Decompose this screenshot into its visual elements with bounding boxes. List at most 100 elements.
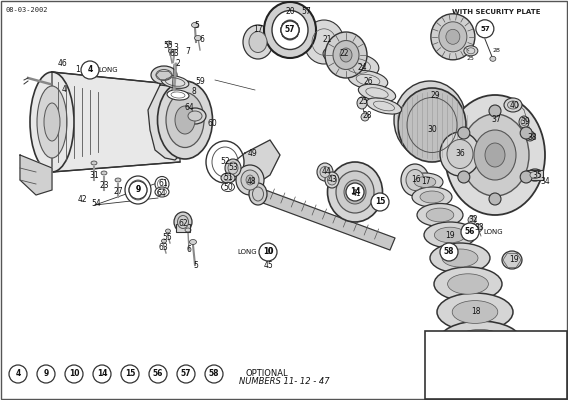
Ellipse shape: [272, 10, 308, 50]
Text: 29: 29: [430, 90, 440, 100]
Text: 27: 27: [113, 188, 123, 196]
Ellipse shape: [184, 108, 206, 124]
Bar: [425, 331, 567, 399]
Ellipse shape: [166, 41, 172, 45]
Ellipse shape: [447, 140, 473, 168]
Ellipse shape: [328, 175, 336, 185]
Circle shape: [440, 243, 458, 261]
Text: 56: 56: [465, 228, 475, 236]
Ellipse shape: [91, 161, 97, 165]
Ellipse shape: [177, 216, 189, 228]
Text: WITH SECURITY PLATE: WITH SECURITY PLATE: [452, 9, 540, 15]
Text: 57: 57: [285, 26, 295, 34]
Ellipse shape: [361, 113, 369, 121]
Ellipse shape: [448, 274, 488, 294]
Ellipse shape: [253, 187, 264, 201]
Circle shape: [489, 105, 501, 117]
Ellipse shape: [530, 172, 540, 178]
Ellipse shape: [325, 172, 339, 188]
Text: 41: 41: [351, 190, 361, 198]
Circle shape: [489, 193, 501, 205]
Ellipse shape: [430, 243, 490, 273]
Ellipse shape: [317, 163, 333, 181]
Ellipse shape: [167, 90, 189, 100]
Bar: [527, 170, 543, 180]
Ellipse shape: [241, 170, 259, 190]
Ellipse shape: [337, 54, 379, 78]
Circle shape: [520, 127, 532, 139]
Text: OPTIONAL: OPTIONAL: [246, 370, 289, 378]
Ellipse shape: [175, 106, 195, 134]
Ellipse shape: [323, 45, 361, 65]
Ellipse shape: [157, 81, 212, 159]
Text: 22: 22: [339, 48, 349, 58]
Ellipse shape: [37, 86, 67, 158]
Text: 63: 63: [158, 242, 168, 252]
Ellipse shape: [446, 29, 460, 44]
Circle shape: [474, 224, 482, 232]
Ellipse shape: [249, 183, 267, 205]
Ellipse shape: [206, 141, 244, 183]
Ellipse shape: [420, 191, 444, 203]
Circle shape: [93, 365, 111, 383]
Polygon shape: [52, 72, 180, 172]
Ellipse shape: [188, 111, 202, 121]
Text: 28: 28: [493, 48, 501, 53]
Ellipse shape: [357, 97, 367, 109]
Circle shape: [458, 127, 470, 139]
Ellipse shape: [328, 162, 382, 222]
Ellipse shape: [340, 48, 352, 62]
Text: 61: 61: [158, 180, 168, 188]
Ellipse shape: [191, 22, 198, 28]
Text: 56: 56: [153, 370, 163, 378]
Text: 19: 19: [445, 230, 455, 240]
Text: 44: 44: [321, 168, 331, 176]
Ellipse shape: [228, 162, 238, 174]
Ellipse shape: [156, 70, 172, 80]
Ellipse shape: [325, 32, 367, 78]
Ellipse shape: [246, 175, 254, 185]
Polygon shape: [20, 155, 52, 195]
Text: 34: 34: [540, 178, 550, 186]
Circle shape: [281, 21, 299, 39]
Text: 20: 20: [285, 8, 295, 16]
Circle shape: [525, 131, 535, 141]
Ellipse shape: [406, 170, 424, 190]
Text: 58: 58: [209, 370, 219, 378]
Ellipse shape: [437, 293, 513, 331]
Text: 57: 57: [480, 26, 490, 32]
Text: 4: 4: [87, 66, 93, 74]
Ellipse shape: [527, 169, 543, 181]
Ellipse shape: [358, 84, 396, 102]
Ellipse shape: [348, 70, 388, 90]
Ellipse shape: [174, 212, 192, 232]
Ellipse shape: [166, 92, 204, 148]
Ellipse shape: [155, 176, 169, 192]
Text: 52: 52: [220, 158, 230, 166]
Ellipse shape: [366, 98, 402, 114]
Text: 16: 16: [411, 176, 421, 184]
Text: 64: 64: [156, 188, 166, 198]
Text: 55: 55: [163, 40, 173, 50]
Ellipse shape: [169, 49, 173, 53]
Text: 62: 62: [178, 218, 188, 228]
Polygon shape: [148, 85, 210, 160]
Circle shape: [259, 243, 277, 261]
Text: 46: 46: [57, 58, 67, 68]
Ellipse shape: [165, 229, 170, 233]
Ellipse shape: [194, 36, 202, 40]
Text: 43: 43: [328, 176, 338, 184]
Ellipse shape: [44, 103, 60, 141]
Ellipse shape: [155, 187, 169, 197]
Ellipse shape: [507, 101, 519, 109]
Circle shape: [461, 223, 479, 241]
Polygon shape: [255, 188, 395, 250]
Text: 23: 23: [99, 180, 109, 190]
Ellipse shape: [401, 164, 429, 196]
Text: 59: 59: [195, 78, 205, 86]
Circle shape: [371, 193, 389, 211]
Text: 60: 60: [207, 118, 217, 128]
Ellipse shape: [281, 20, 299, 40]
Text: 25: 25: [358, 98, 368, 106]
Text: 7: 7: [186, 46, 190, 56]
